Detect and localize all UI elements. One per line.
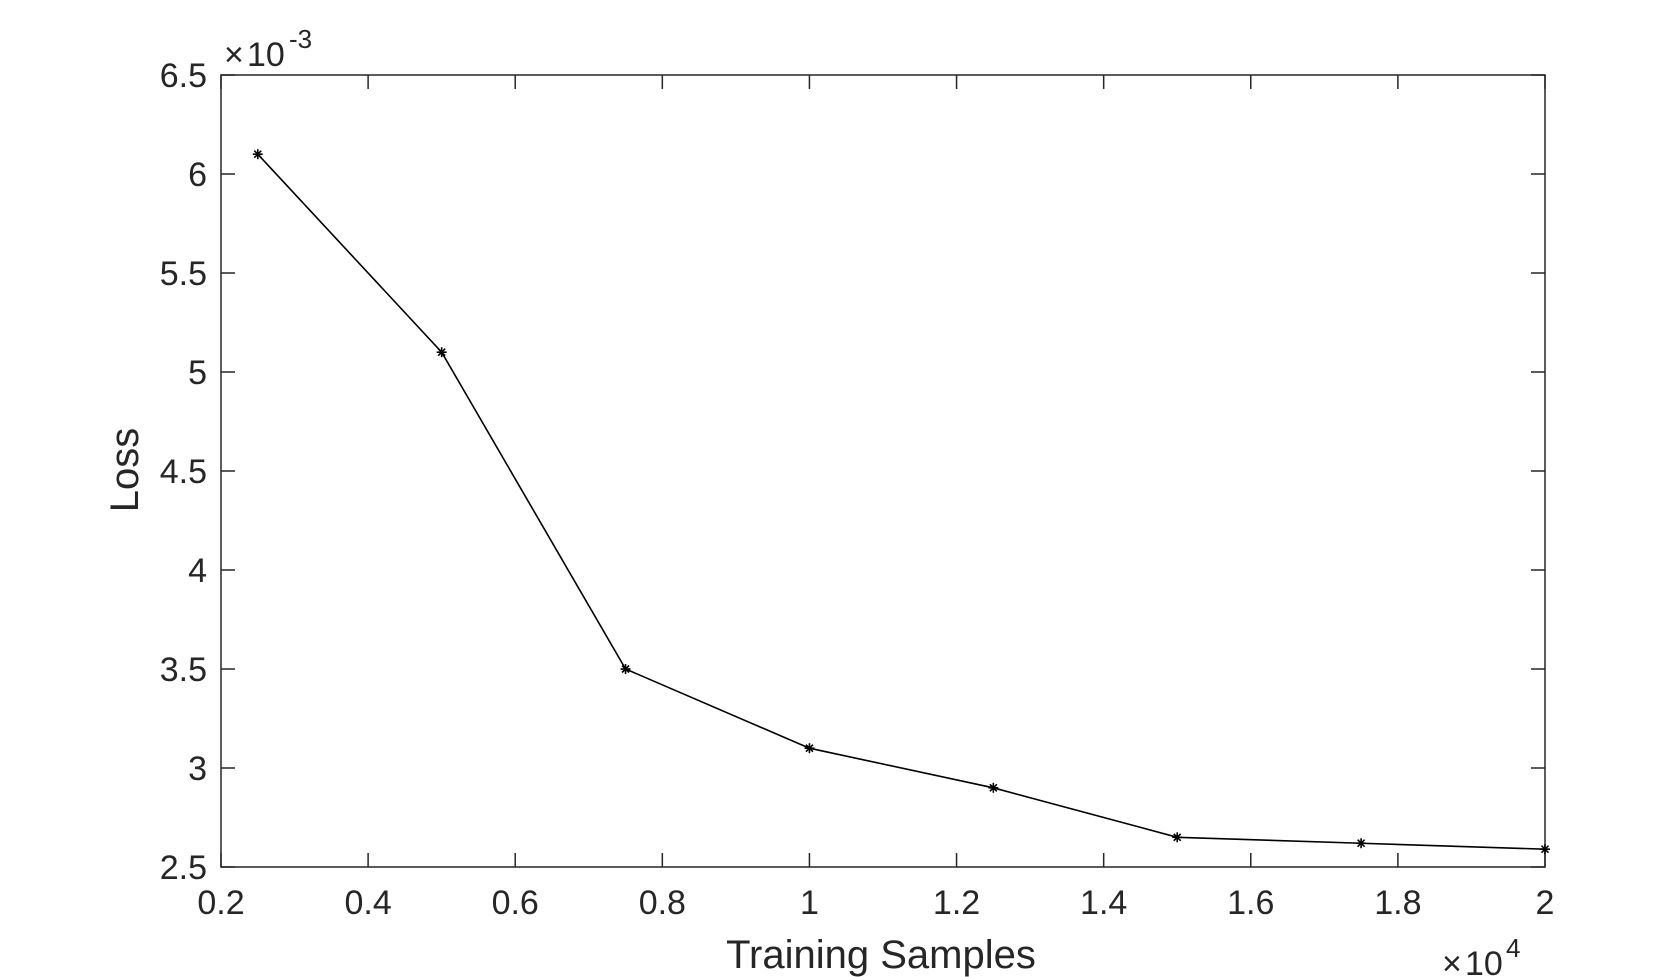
data-point (436, 347, 447, 358)
y-exponent-power: -3 (289, 24, 312, 54)
x-axis-ticks: 0.2 0.4 0.6 0.8 1 1.2 1.4 1.6 1.8 2 (197, 75, 1554, 922)
y-tick-label: 4 (188, 552, 207, 590)
x-tick-label: 0.6 (492, 884, 539, 922)
x-tick-label: 0.8 (639, 884, 686, 922)
data-point (620, 664, 631, 674)
x-axis-exponent: × 10 4 (1442, 933, 1520, 977)
data-point (1540, 844, 1550, 855)
series-line (257, 153, 1546, 850)
plot-frame (220, 74, 1546, 868)
x-tick-label: 1.6 (1227, 884, 1274, 922)
x-tick-label: 1.8 (1374, 884, 1421, 922)
y-tick-label: 6 (188, 156, 207, 194)
x-exponent-multiplier: × (1442, 945, 1462, 977)
data-point (988, 782, 999, 793)
x-exponent-power: 4 (1506, 933, 1520, 963)
x-tick-label: 0.4 (344, 884, 391, 922)
x-tick-label: 2 (1536, 884, 1555, 922)
y-tick-label: 3.5 (160, 651, 207, 689)
data-point (1356, 838, 1367, 849)
y-axis-label: Loss (103, 428, 147, 513)
data-point (1172, 832, 1183, 843)
x-tick-label: 1 (800, 884, 819, 922)
x-tick-label: 0.2 (197, 884, 244, 922)
y-tick-label: 3 (188, 750, 207, 788)
x-tick-label: 1.2 (933, 884, 980, 922)
y-tick-label: 5.5 (160, 255, 207, 293)
data-point (804, 743, 815, 754)
y-axis-exponent: × 10 -3 (224, 24, 312, 74)
data-point (252, 149, 263, 160)
x-exponent-base: 10 (1465, 945, 1503, 977)
x-tick-label: 1.4 (1080, 884, 1127, 922)
y-axis-ticks: 2.5 3 3.5 4 4.5 5 5.5 6 6.5 (160, 57, 1545, 887)
plot-area (220, 74, 1546, 868)
y-tick-label: 4.5 (160, 453, 207, 491)
y-tick-label: 2.5 (160, 849, 207, 887)
series-group (252, 149, 1550, 855)
x-axis-label: Training Samples (726, 933, 1036, 977)
y-tick-label: 6.5 (160, 57, 207, 95)
y-exponent-base: 10 (247, 36, 285, 74)
y-exponent-multiplier: × (224, 36, 244, 74)
y-tick-label: 5 (188, 354, 207, 392)
